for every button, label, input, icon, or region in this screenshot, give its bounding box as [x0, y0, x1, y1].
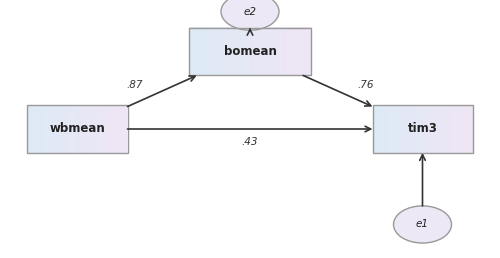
- Ellipse shape: [221, 0, 279, 30]
- Text: bomean: bomean: [224, 45, 276, 58]
- Ellipse shape: [394, 206, 452, 243]
- Text: .76: .76: [357, 79, 374, 90]
- Text: e1: e1: [416, 220, 429, 229]
- Text: wbmean: wbmean: [50, 123, 106, 135]
- Text: .87: .87: [126, 79, 143, 90]
- Text: .43: .43: [242, 137, 258, 147]
- Text: tim3: tim3: [408, 123, 438, 135]
- Text: e2: e2: [244, 7, 256, 17]
